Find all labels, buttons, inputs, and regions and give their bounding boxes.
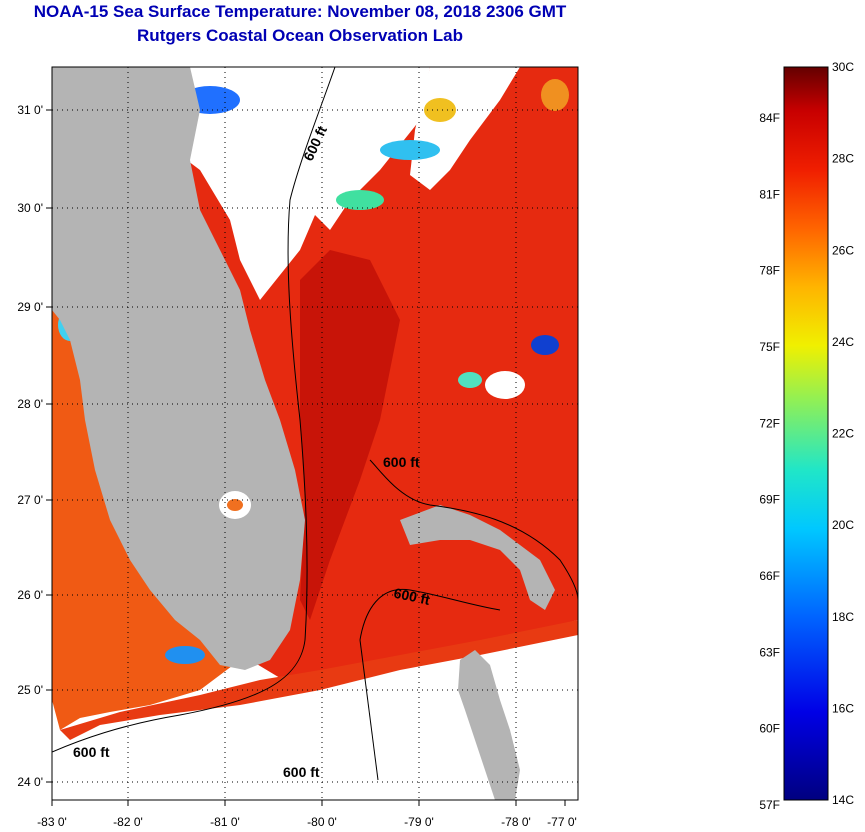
- cool-patch: [424, 98, 456, 122]
- lon-tick-label: -77 0': [547, 815, 577, 829]
- colorbar-fahrenheit-label: 66F: [759, 569, 780, 583]
- plot-frame: [51, 66, 579, 801]
- colorbar-celsius-label: 14C: [832, 793, 854, 807]
- colorbar-fahrenheit-label: 63F: [759, 645, 780, 659]
- colorbar-celsius-label: 26C: [832, 243, 854, 257]
- longitude-axis: -83 0' -82 0' -81 0' -80 0' -79 0' -78 0…: [37, 800, 577, 829]
- lake-sst: [227, 499, 243, 511]
- colorbar-celsius-label: 16C: [832, 701, 854, 715]
- contour-600ft: [52, 67, 336, 753]
- cool-patch: [165, 646, 205, 664]
- cool-patch: [380, 140, 440, 160]
- lat-tick-label: 28 0': [17, 397, 43, 411]
- colorbar-celsius-label: 24C: [832, 335, 854, 349]
- colorbar: 84F 81F 78F 75F 72F 69F 66F 63F 60F 57F 30C 28C 26C…: [759, 60, 854, 812]
- cool-patch: [541, 79, 569, 111]
- cool-patch: [458, 372, 482, 388]
- lat-tick-label: 30 0': [17, 201, 43, 215]
- cloud-patch: [485, 371, 525, 399]
- cool-patch: [336, 190, 384, 210]
- gulf-stream-band: [300, 250, 400, 620]
- colorbar-fahrenheit-label: 81F: [759, 187, 780, 201]
- lat-tick-label: 26 0': [17, 588, 43, 602]
- contour-label: 600 ft: [392, 585, 431, 608]
- colorbar-celsius-label: 18C: [832, 610, 854, 624]
- colorbar-celsius-labels: 30C 28C 26C 24C 22C 20C 18C 16C 14C: [832, 60, 854, 807]
- colorbar-fahrenheit-label: 72F: [759, 416, 780, 430]
- lat-tick-label: 31 0': [17, 103, 43, 117]
- lon-tick-label: -82 0': [113, 815, 143, 829]
- map-subtitle: Rutgers Coastal Ocean Observation Lab: [137, 26, 463, 45]
- colorbar-celsius-label: 22C: [832, 427, 854, 441]
- lon-tick-label: -79 0': [404, 815, 434, 829]
- colorbar-fahrenheit-label: 84F: [759, 111, 780, 125]
- colorbar-celsius-label: 30C: [832, 60, 854, 74]
- latitude-axis: 31 0' 30 0' 29 0' 28 0' 27 0' 26 0' 25 0…: [17, 103, 52, 789]
- cool-patch: [531, 335, 559, 355]
- cloud-mask: [410, 67, 520, 190]
- southern-swath-edge: [60, 620, 578, 740]
- map-title: NOAA-15 Sea Surface Temperature: Novembe…: [33, 2, 567, 21]
- lat-tick-label: 25 0': [17, 683, 43, 697]
- contour-600ft: [359, 588, 501, 641]
- grid-lines: [52, 67, 578, 800]
- colorbar-fahrenheit-label: 57F: [759, 798, 780, 812]
- contour-label: 600 ft: [73, 744, 110, 760]
- lat-tick-label: 24 0': [17, 775, 43, 789]
- colorbar-celsius-label: 28C: [832, 152, 854, 166]
- lat-tick-label: 27 0': [17, 493, 43, 507]
- lat-tick-label: 29 0': [17, 300, 43, 314]
- colorbar-fahrenheit-label: 75F: [759, 340, 780, 354]
- contour-label: 600 ft: [383, 454, 420, 470]
- colorbar-fahrenheit-labels: 84F 81F 78F 75F 72F 69F 66F 63F 60F 57F: [759, 111, 780, 812]
- cuba-landmass: [458, 650, 520, 800]
- lon-tick-label: -78 0': [501, 815, 531, 829]
- colorbar-gradient: [783, 66, 829, 801]
- lon-tick-label: -80 0': [307, 815, 337, 829]
- contour-600ft: [369, 459, 578, 601]
- colorbar-fahrenheit-label: 69F: [759, 493, 780, 507]
- colorbar-fahrenheit-label: 78F: [759, 264, 780, 278]
- colorbar-celsius-label: 20C: [832, 518, 854, 532]
- colorbar-fahrenheit-label: 60F: [759, 722, 780, 736]
- florida-landmass: [52, 67, 305, 670]
- lon-tick-label: -81 0': [210, 815, 240, 829]
- contour-600ft: [359, 639, 379, 781]
- cloud-mask: [300, 67, 430, 230]
- bahamas-bank: [400, 505, 555, 610]
- lon-tick-label: -83 0': [37, 815, 67, 829]
- contour-label: 600 ft: [283, 764, 320, 780]
